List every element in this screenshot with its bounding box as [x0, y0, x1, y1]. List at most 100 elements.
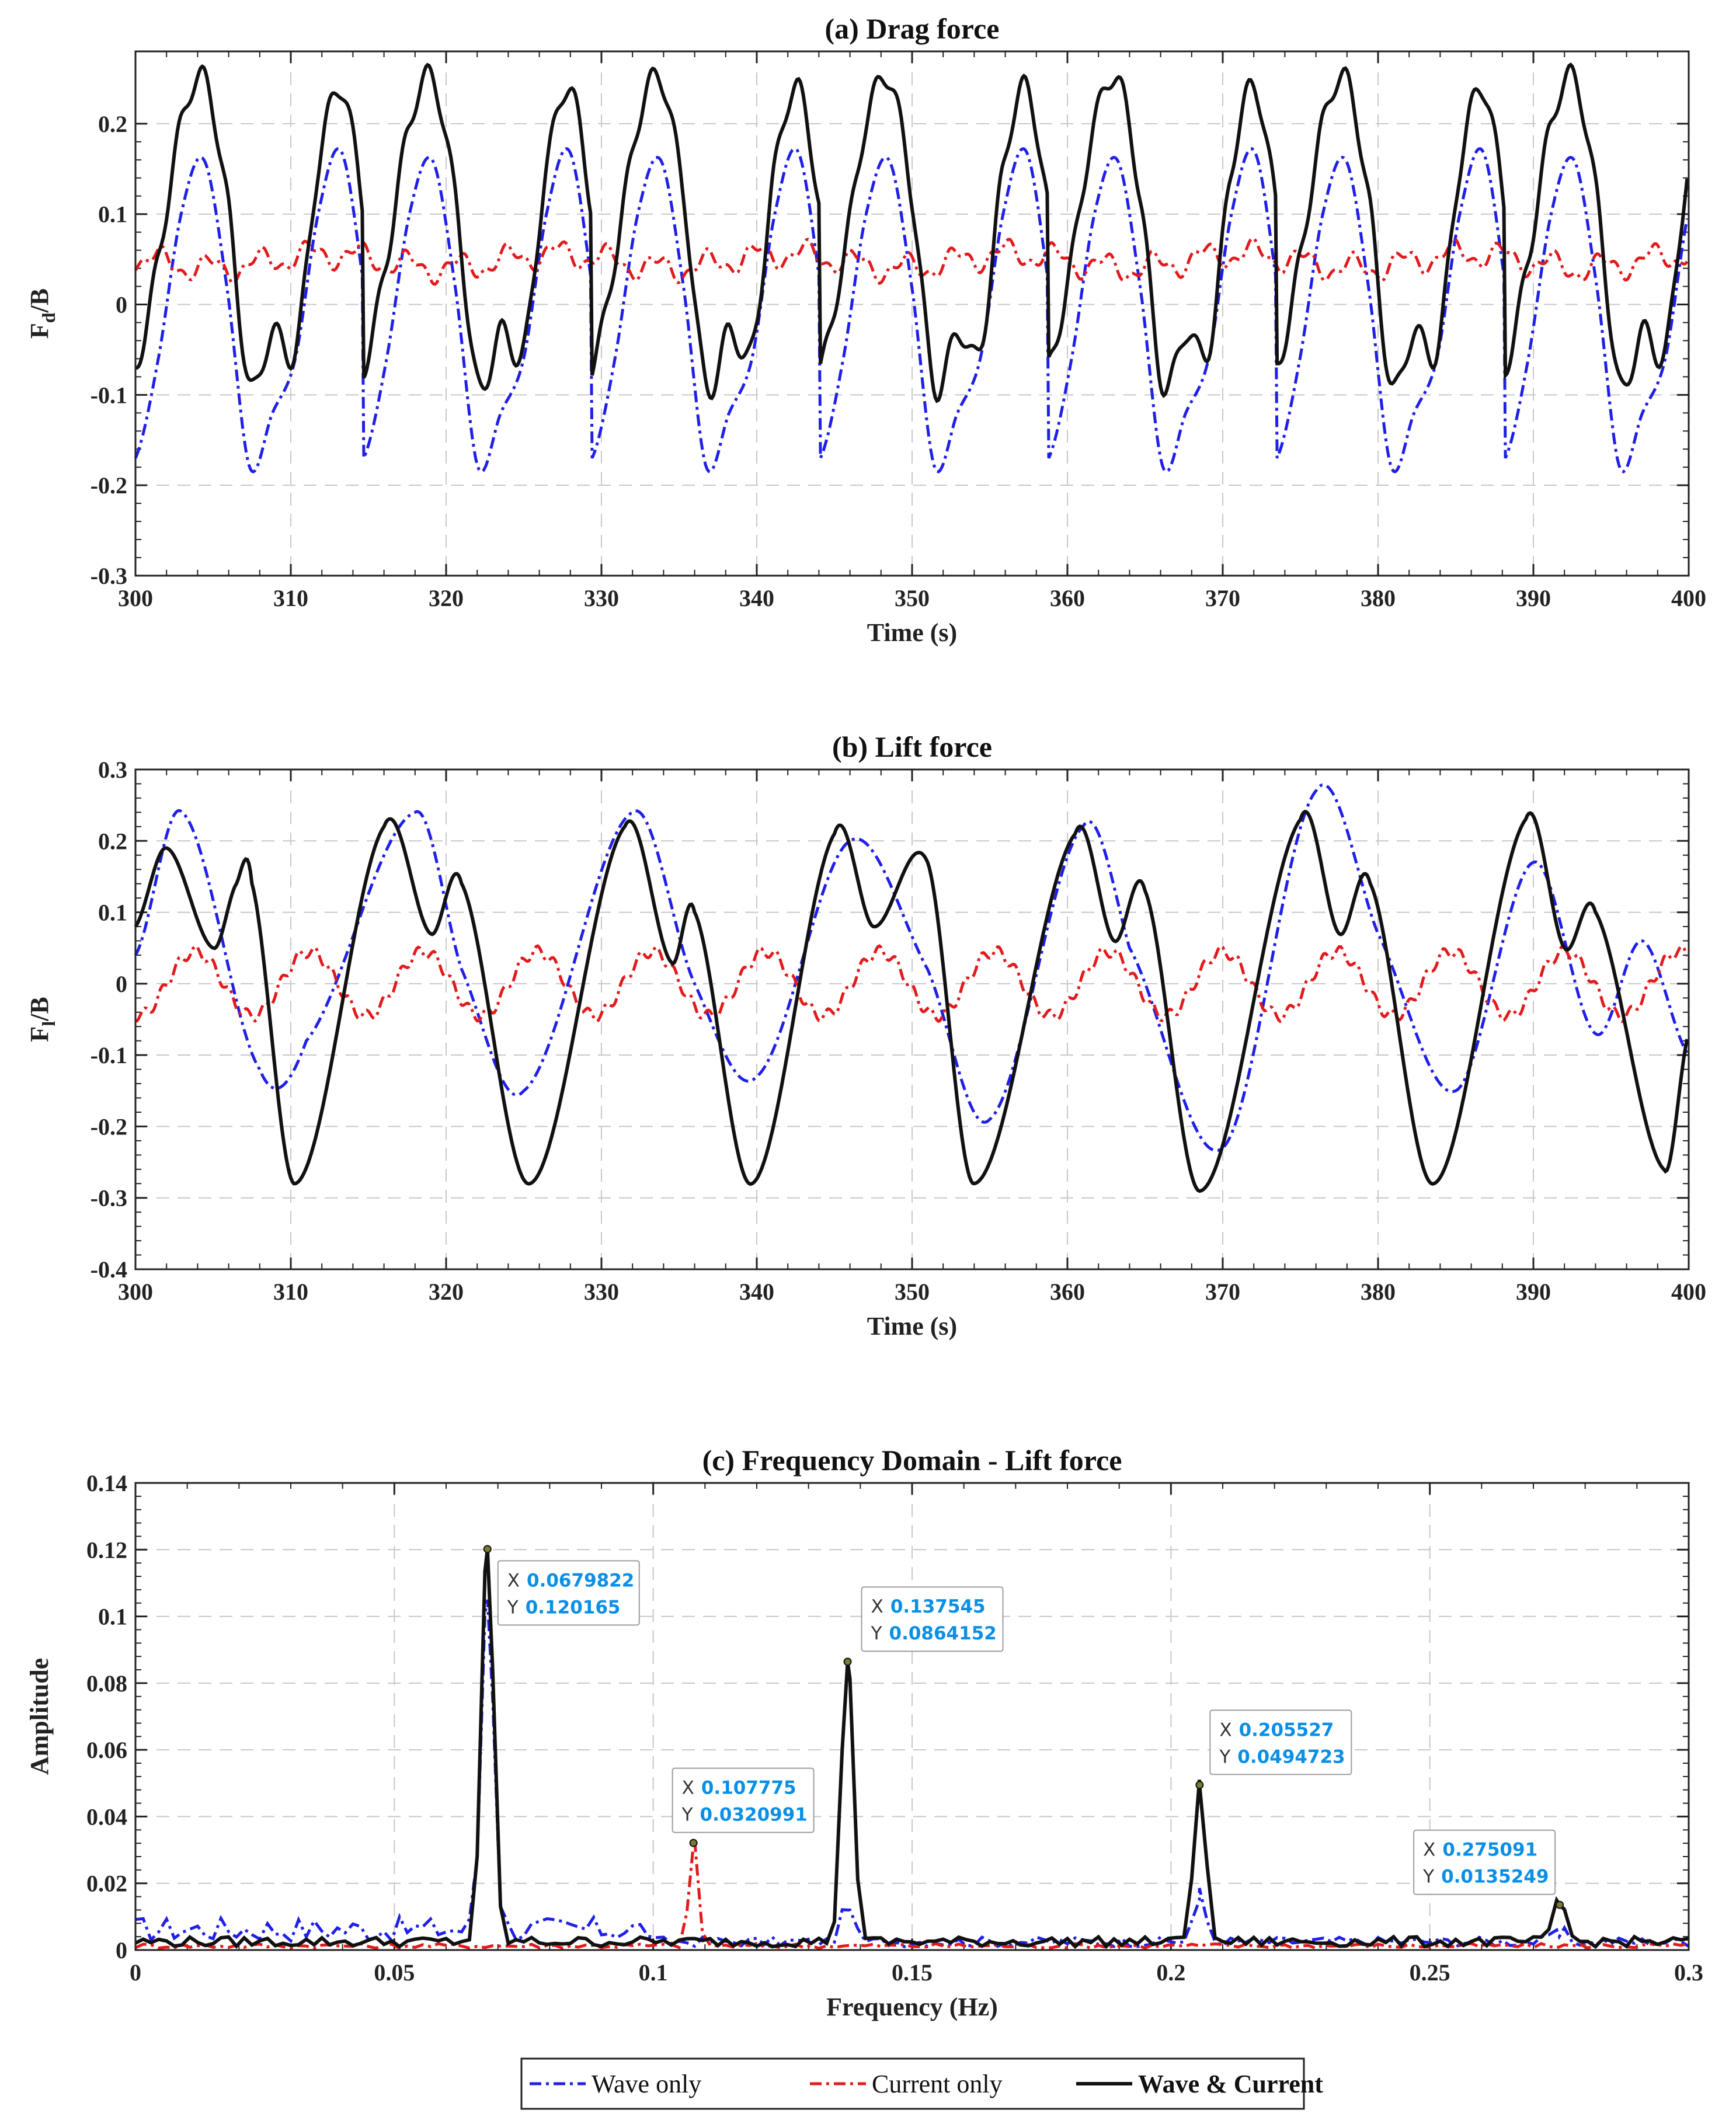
- x-tick-label: 400: [1671, 585, 1706, 611]
- series-line-wave: [134, 783, 1689, 1152]
- y-tick-label: -0.2: [91, 472, 127, 499]
- x-tick-label: 300: [118, 585, 153, 611]
- datatip-x-label: X: [507, 1570, 520, 1591]
- datatip-y-line: Y 0.0135249: [1422, 1867, 1549, 1888]
- y-tick-label: 0: [116, 1937, 127, 1963]
- datatip-y-label: Y: [871, 1623, 882, 1644]
- datatip-x-value: 0.0679822: [527, 1570, 634, 1591]
- y-label-tail: /B: [25, 997, 54, 1022]
- y-label-tail: /B: [25, 288, 54, 314]
- datatip-box: [672, 1767, 815, 1833]
- y-tick-label: 0.04: [86, 1803, 127, 1830]
- legend-label-combined: Wave & Current: [1138, 2070, 1323, 2098]
- y-label-main: F: [25, 323, 54, 339]
- legend-label-wave: Wave only: [592, 2070, 701, 2098]
- legend-box: [520, 2057, 1305, 2110]
- datatip-x-label: X: [871, 1596, 883, 1617]
- datatip-x-line: X 0.107775: [682, 1778, 796, 1799]
- x-tick-label: 0.1: [639, 1959, 668, 1986]
- plot-border: [134, 50, 1690, 577]
- plot-border: [134, 768, 1690, 1270]
- frequency-panel: 0 0.05 0.1 0.15 0.2 0.25 0.3 0 0.02 0.04 0.06 0.08 0…: [25, 1444, 1703, 2021]
- datatip-marker: [1195, 1781, 1204, 1789]
- lift-force-panel: 300 310 320 330 340 350 360 370 380 390 400 -0.4 -0.…: [25, 730, 1706, 1340]
- datatip: X 0.107775 Y 0.0320991: [672, 1767, 815, 1847]
- datatip-x-value: 0.275091: [1442, 1840, 1537, 1861]
- datatip-marker: [1556, 1900, 1564, 1909]
- datatip-marker: [843, 1658, 852, 1666]
- legend: Wave only Current only Wave & Current: [520, 2057, 1323, 2110]
- y-tick-label: -0.2: [91, 1113, 127, 1140]
- datatip-y-value: 0.120165: [526, 1597, 621, 1618]
- datatip-y-label: Y: [1219, 1746, 1230, 1767]
- datatip-x-value: 0.107775: [701, 1778, 796, 1799]
- legend-label-current: Current only: [872, 2070, 1003, 2098]
- y-tick-label: -0.1: [91, 1042, 127, 1068]
- y-tick-label: -0.3: [91, 1185, 127, 1211]
- x-tick-label: 340: [739, 585, 774, 611]
- x-tick-label: 330: [584, 1279, 619, 1305]
- y-tick-label: 0.2: [98, 111, 127, 137]
- series-line-combined: [134, 1548, 1689, 1949]
- x-tick-label: 390: [1516, 1279, 1551, 1305]
- x-tick-label: 0.2: [1156, 1959, 1185, 1986]
- y-tick-label: 0.1: [98, 900, 127, 926]
- datatip-marker: [483, 1545, 492, 1554]
- y-axis-label: Amplitude: [25, 1658, 54, 1775]
- y-label-main: F: [25, 1026, 54, 1042]
- datatip-y-line: Y 0.0320991: [681, 1805, 808, 1826]
- x-tick-label: 0.25: [1410, 1959, 1450, 1986]
- datatip-box: [1209, 1709, 1352, 1775]
- datatip-y-label: Y: [681, 1805, 693, 1826]
- chart-title: (c) Frequency Domain - Lift force: [702, 1444, 1122, 1477]
- x-tick-label: 380: [1361, 585, 1396, 611]
- y-tick-label: 0.1: [98, 1604, 127, 1630]
- datatip-y-line: Y 0.0494723: [1219, 1746, 1345, 1767]
- x-tick-label: 380: [1361, 1279, 1396, 1305]
- y-tick-label: 0.2: [98, 828, 127, 854]
- x-tick-label: 370: [1205, 585, 1240, 611]
- x-tick-label: 300: [118, 1279, 153, 1305]
- chart-title: (a) Drag force: [825, 12, 1000, 45]
- datatip-y-value: 0.0864152: [889, 1623, 997, 1644]
- drag-force-panel: 300 310 320 330 340 350 360 370 380 390 400 -0.3 -0.…: [25, 12, 1706, 647]
- datatip-box: [861, 1586, 1004, 1652]
- series-line-current: [135, 944, 1689, 1023]
- datatip-y-line: Y 0.0864152: [871, 1623, 997, 1644]
- x-axis-label: Time (s): [867, 618, 957, 647]
- datatip-x-value: 0.137545: [890, 1596, 986, 1617]
- datatip-x-label: X: [1423, 1840, 1435, 1861]
- plot-area: [135, 769, 1689, 1269]
- datatip-y-label: Y: [1422, 1867, 1434, 1888]
- plot-border: [134, 1482, 1690, 1951]
- datatip-y-value: 0.0135249: [1441, 1867, 1549, 1888]
- datatip-marker: [689, 1839, 698, 1847]
- y-tick-label: 0.08: [86, 1670, 127, 1697]
- x-tick-label: 360: [1050, 1279, 1085, 1305]
- datatip-x-label: X: [682, 1778, 694, 1799]
- x-tick-label: 310: [273, 1279, 308, 1305]
- x-tick-label: 0: [130, 1959, 141, 1986]
- datatip: X 0.0679822 Y 0.120165: [483, 1545, 640, 1626]
- y-tick-label: 0.06: [86, 1737, 127, 1763]
- x-tick-label: 310: [273, 585, 308, 611]
- x-tick-label: 330: [584, 585, 619, 611]
- x-tick-label: 0.05: [374, 1959, 415, 1986]
- datatip-x-label: X: [1219, 1719, 1231, 1740]
- datatip-box: [1413, 1829, 1556, 1895]
- x-tick-label: 320: [429, 585, 464, 611]
- series-line-wave: [135, 1599, 1690, 1949]
- x-tick-label: 320: [429, 1279, 464, 1305]
- datatip-y-line: Y 0.120165: [507, 1597, 621, 1618]
- x-tick-label: 340: [739, 1279, 774, 1305]
- y-tick-label: 0: [116, 292, 127, 318]
- series-line-wave: [134, 147, 1689, 473]
- x-axis-label: Time (s): [867, 1312, 957, 1340]
- x-axis-label: Frequency (Hz): [826, 1993, 998, 2021]
- x-tick-label: 400: [1671, 1279, 1706, 1305]
- datatip-x-line: X 0.0679822: [507, 1570, 635, 1591]
- datatip-x-line: X 0.137545: [871, 1596, 986, 1617]
- datatip-box: [497, 1560, 640, 1626]
- datatip-y-value: 0.0494723: [1237, 1746, 1345, 1767]
- x-tick-label: 360: [1050, 585, 1085, 611]
